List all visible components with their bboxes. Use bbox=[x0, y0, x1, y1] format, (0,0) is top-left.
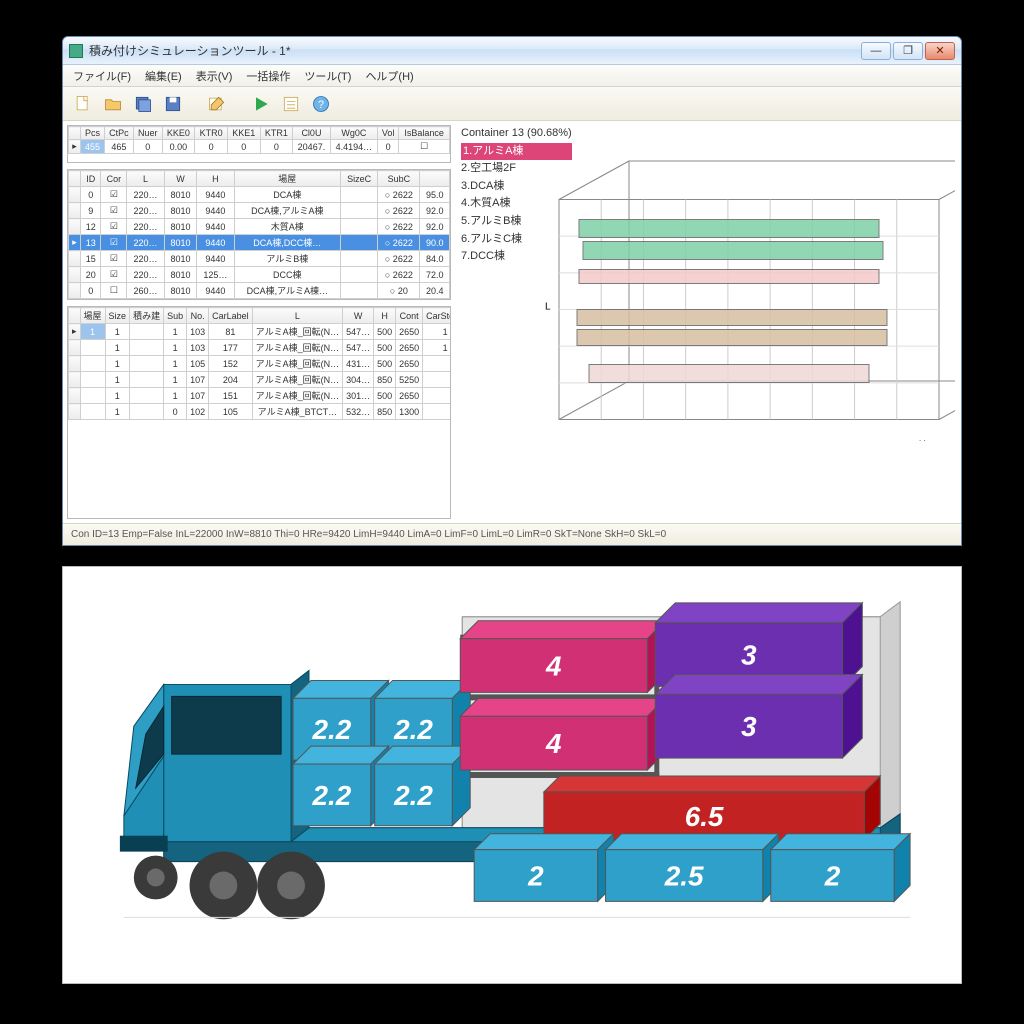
app-icon bbox=[69, 44, 83, 58]
svg-text:2.2: 2.2 bbox=[393, 780, 433, 811]
run-icon[interactable] bbox=[249, 92, 273, 116]
window-title: 積み付けシミュレーションツール - 1* bbox=[89, 42, 861, 59]
svg-text:4: 4 bbox=[545, 650, 562, 681]
svg-text:3: 3 bbox=[741, 640, 757, 671]
svg-text:L: L bbox=[545, 302, 551, 313]
svg-text:3: 3 bbox=[741, 711, 757, 742]
edit-icon[interactable] bbox=[205, 92, 229, 116]
minimize-button[interactable]: — bbox=[861, 42, 891, 60]
cargo-grid[interactable]: 場屋Size積み建SubNo.CarLabelLWHContCarStepL▸1… bbox=[67, 306, 451, 519]
svg-text:2: 2 bbox=[824, 860, 841, 891]
toolbar: ? bbox=[63, 87, 961, 121]
container-grid[interactable]: IDCorLWH場屋SizeCSubC0☑220…80109440DCA棟○ 2… bbox=[67, 169, 451, 300]
left-pane: PcsCtPcNuerKKE0KTR0KKE1KTR1Cl0UWg0CVolIs… bbox=[63, 121, 455, 523]
svg-text:2.2: 2.2 bbox=[311, 780, 351, 811]
svg-text:2.2: 2.2 bbox=[393, 714, 433, 745]
menu-help[interactable]: ヘルプ(H) bbox=[365, 68, 413, 84]
menu-view[interactable]: 表示(V) bbox=[196, 68, 233, 84]
svg-text:6.5: 6.5 bbox=[685, 801, 724, 832]
maximize-button[interactable]: ❐ bbox=[893, 42, 923, 60]
menu-edit[interactable]: 編集(E) bbox=[145, 68, 182, 84]
save-icon[interactable] bbox=[161, 92, 185, 116]
container-wireframe: ALX2208Y801 bbox=[535, 131, 955, 441]
viewport-3d[interactable]: Container 13 (90.68%) 1.アルミA棟2.空工場2F3.DC… bbox=[455, 121, 961, 523]
menu-file[interactable]: ファイル(F) bbox=[73, 68, 131, 84]
svg-text:?: ? bbox=[318, 99, 324, 111]
menu-batch[interactable]: 一括操作 bbox=[246, 68, 290, 84]
svg-text:4: 4 bbox=[545, 728, 562, 759]
list-icon[interactable] bbox=[279, 92, 303, 116]
close-button[interactable]: ✕ bbox=[925, 42, 955, 60]
titlebar: 積み付けシミュレーションツール - 1* — ❐ ✕ bbox=[63, 37, 961, 65]
svg-text:2: 2 bbox=[527, 860, 544, 891]
menubar: ファイル(F) 編集(E) 表示(V) 一括操作 ツール(T) ヘルプ(H) bbox=[63, 65, 961, 87]
save-multi-icon[interactable] bbox=[131, 92, 155, 116]
new-icon[interactable] bbox=[71, 92, 95, 116]
app-window: 積み付けシミュレーションツール - 1* — ❐ ✕ ファイル(F) 編集(E)… bbox=[62, 36, 962, 546]
svg-text:2.5: 2.5 bbox=[664, 860, 704, 891]
summary-grid[interactable]: PcsCtPcNuerKKE0KTR0KKE1KTR1Cl0UWg0CVolIs… bbox=[67, 125, 451, 163]
menu-tools[interactable]: ツール(T) bbox=[304, 68, 351, 84]
open-icon[interactable] bbox=[101, 92, 125, 116]
statusbar: Con ID=13 Emp=False InL=22000 InW=8810 T… bbox=[63, 523, 961, 545]
status-text: Con ID=13 Emp=False InL=22000 InW=8810 T… bbox=[71, 529, 666, 540]
help-icon[interactable]: ? bbox=[309, 92, 333, 116]
svg-text:2.2: 2.2 bbox=[311, 714, 351, 745]
svg-text:X: X bbox=[919, 440, 926, 442]
truck-illustration: 2.2 2.2 2.2 2.2 4 4 3 3 6.5 2 2.5 2 bbox=[62, 566, 962, 984]
